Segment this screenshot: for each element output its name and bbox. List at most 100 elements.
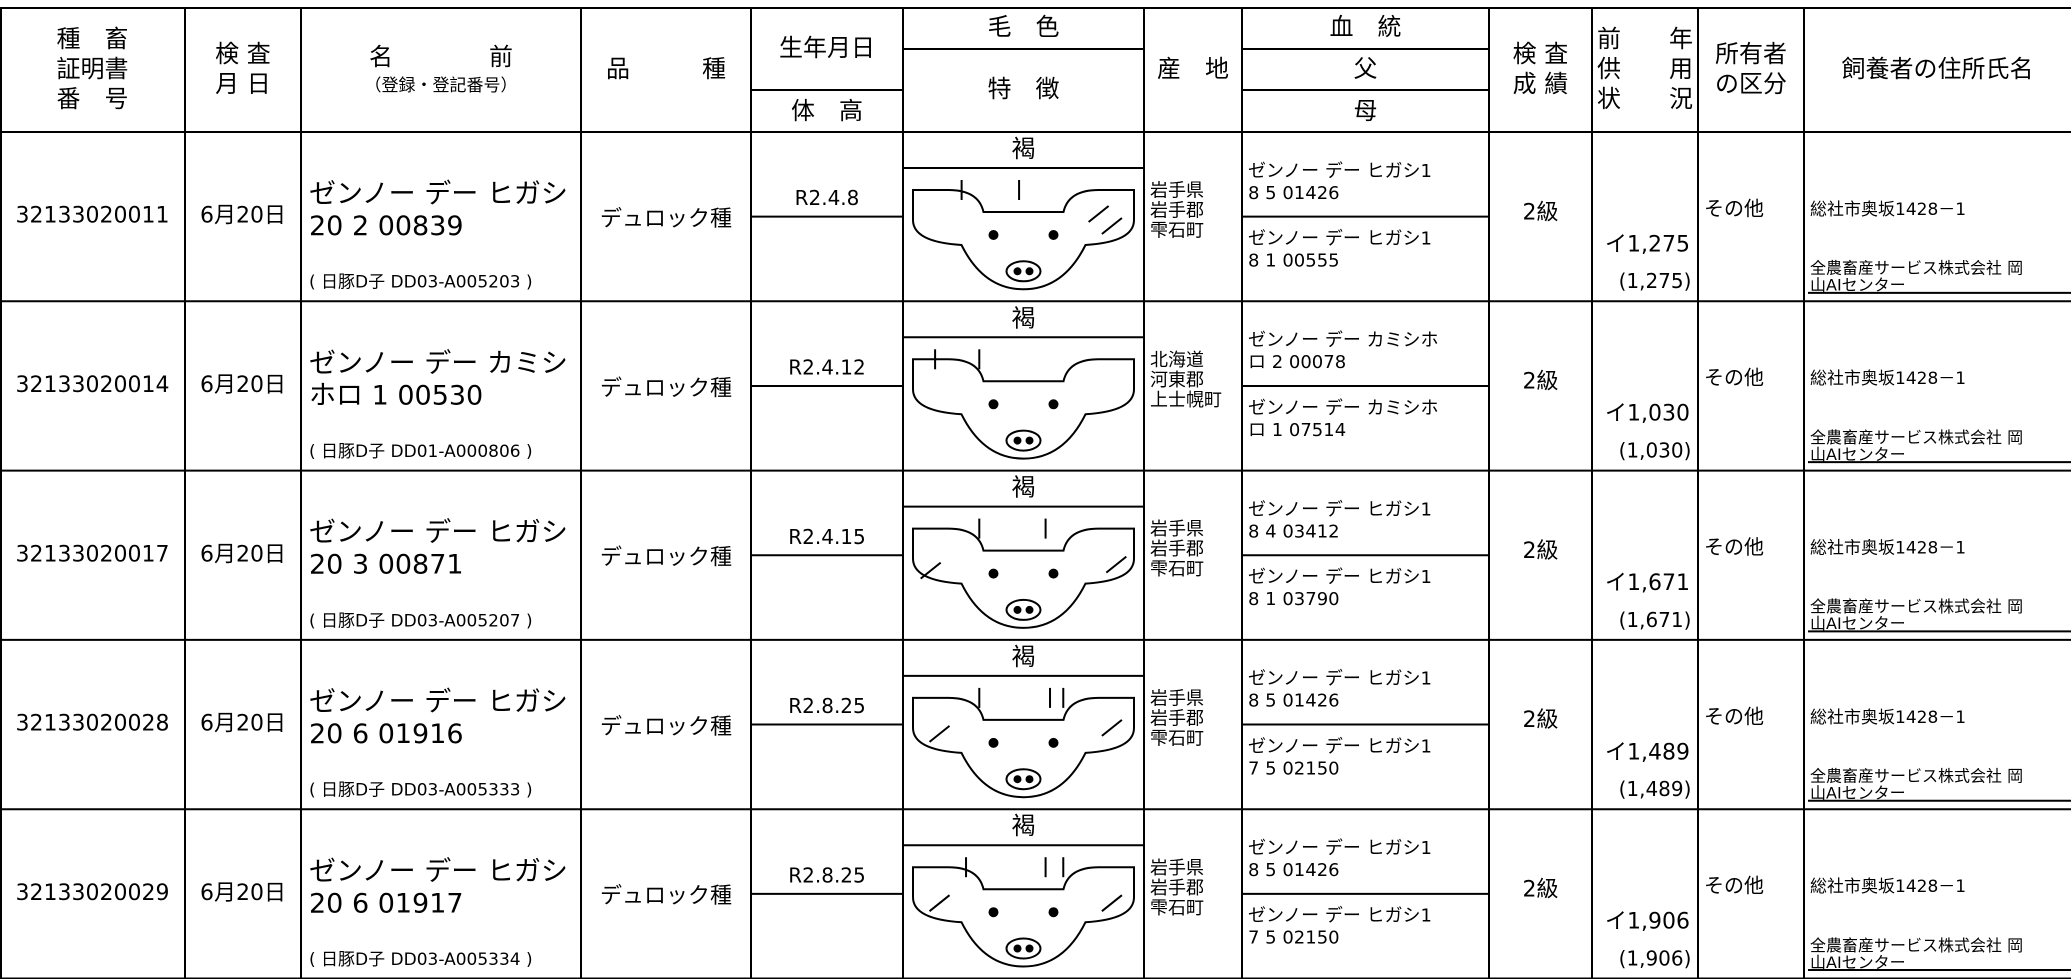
- cell-text: 総社市奥坂1428－1: [1810, 200, 1966, 220]
- pig-eye: [988, 568, 999, 579]
- cell-text: イ1,671: [1605, 571, 1690, 596]
- pig-snout: [1005, 937, 1042, 960]
- pig-nostril: [1025, 267, 1034, 276]
- cell-text: デュロック種: [600, 546, 732, 571]
- cell-text: R2.8.25: [788, 863, 866, 887]
- cell-text: ( 日豚D子 DD03-A005334 ): [309, 950, 533, 970]
- pig-face: [912, 189, 1135, 291]
- header-label: 毛 色: [988, 13, 1060, 41]
- cell-text: ロ 2 00078: [1248, 352, 1346, 373]
- cell-text: 山AIセンター: [1810, 614, 1906, 633]
- cell-text: その他: [1704, 366, 1764, 390]
- pig-eye: [988, 907, 999, 918]
- cell-text: 6月20日: [200, 881, 286, 906]
- cell-text: 山AIセンター: [1810, 445, 1906, 464]
- cell-text: ゼンノー デー ヒガシ: [309, 856, 568, 887]
- cell-text: ロ 1 07514: [1248, 420, 1346, 441]
- header-label: 品 種: [606, 55, 726, 83]
- cell-text: ( 日豚D子 DD03-A005207 ): [309, 611, 533, 631]
- cell-text: 岩手県: [1150, 688, 1204, 709]
- cell-text: (1,489): [1619, 777, 1692, 801]
- ear-notch: [1088, 205, 1110, 223]
- cell-text: ゼンノー デー ヒガシ: [309, 179, 568, 210]
- cell-text: 32133020029: [16, 881, 170, 906]
- cell-text: R2.8.25: [788, 694, 866, 718]
- cell-text: 岩手県: [1150, 519, 1204, 540]
- header-label: の区分: [1715, 70, 1787, 98]
- ear-notch: [928, 894, 951, 912]
- pig-snout: [1005, 260, 1042, 283]
- cell-text: 全農畜産サービス株式会社 岡: [1810, 766, 2023, 785]
- ear-notch: [1101, 894, 1123, 912]
- ear-notch: [928, 725, 951, 743]
- cell-text: 雫石町: [1150, 559, 1204, 580]
- cell-text: ゼンノー デー ヒガシ1: [1248, 669, 1432, 690]
- pig-eye: [1048, 399, 1059, 410]
- pig-eye: [988, 737, 999, 748]
- cell-text: 8 4 03412: [1248, 521, 1340, 542]
- header-label: 母: [1354, 97, 1378, 125]
- cell-text: デュロック種: [600, 376, 732, 401]
- pig-snout: [1005, 768, 1042, 791]
- cell-text: 8 5 01426: [1248, 860, 1340, 881]
- pig-eye: [1048, 907, 1059, 918]
- ear-notch: [1101, 719, 1123, 737]
- cell-text: 7 5 02150: [1248, 758, 1340, 779]
- pig-nostril: [1025, 775, 1034, 784]
- cell-text: 褐: [1012, 135, 1036, 163]
- cell-text: ゼンノー デー ヒガシ: [309, 518, 568, 549]
- cell-text: 20 6 01917: [309, 888, 464, 919]
- pig-eye: [1048, 737, 1059, 748]
- pig-nostril: [1013, 267, 1022, 276]
- cell-text: 8 1 03790: [1248, 589, 1340, 610]
- pig-nostril: [1013, 944, 1022, 953]
- cell-text: 上士幌町: [1150, 390, 1222, 411]
- cell-text: R2.4.15: [788, 525, 866, 549]
- cell-text: 褐: [1012, 474, 1036, 502]
- cell-text: 山AIセンター: [1810, 783, 1906, 802]
- cell-text: R2.4.8: [795, 186, 860, 210]
- cell-text: 北海道: [1150, 350, 1204, 371]
- header-label: 証明書: [57, 55, 129, 83]
- header-label: 月 日: [215, 70, 271, 98]
- cell-text: ゼンノー デー ヒガシ1: [1248, 838, 1432, 859]
- cell-text: 雫石町: [1150, 221, 1204, 242]
- ear-notch: [1105, 555, 1127, 574]
- pig-eye: [1048, 230, 1059, 240]
- pig-nostril: [1013, 436, 1022, 445]
- cell-text: 6月20日: [200, 712, 286, 737]
- pig-eye: [1048, 568, 1059, 579]
- header-label: 産 地: [1157, 55, 1229, 83]
- cell-text: イ1,906: [1605, 910, 1690, 935]
- cell-text: (1,671): [1619, 608, 1692, 632]
- header-label: 成 績: [1513, 70, 1569, 98]
- cell-text: 褐: [1012, 812, 1036, 840]
- header-label: 種 畜: [57, 25, 129, 53]
- pig-snout: [1005, 429, 1042, 452]
- cell-text: 20 2 00839: [309, 211, 464, 242]
- pig-eye: [988, 399, 999, 410]
- cell-text: 20 6 01916: [309, 719, 464, 750]
- header-label: 飼養者の住所氏名: [1842, 55, 2034, 83]
- cell-text: 総社市奥坂1428－1: [1810, 369, 1966, 389]
- cell-text: 総社市奥坂1428－1: [1810, 877, 1966, 897]
- header-label: 前 年: [1597, 25, 1693, 53]
- header-label: 名 前: [369, 43, 513, 71]
- cell-text: (1,275): [1619, 269, 1692, 293]
- cell-text: イ1,030: [1605, 402, 1690, 427]
- cell-text: 2級: [1523, 539, 1559, 564]
- cell-text: デュロック種: [600, 207, 732, 232]
- header-label: 状 況: [1597, 85, 1693, 113]
- cell-text: ホロ 1 00530: [309, 380, 483, 411]
- cell-text: ゼンノー デー カミシホ: [1248, 398, 1439, 419]
- ear-notch: [1101, 217, 1123, 235]
- header-label: 供 用: [1597, 55, 1693, 83]
- header-label: 特 徴: [988, 75, 1060, 103]
- cell-text: 岩手県: [1150, 181, 1204, 202]
- pig-nostril: [1025, 944, 1034, 953]
- header-label: 検 査: [1513, 40, 1569, 68]
- cell-text: 2級: [1523, 708, 1559, 733]
- cell-text: 総社市奥坂1428－1: [1810, 538, 1966, 558]
